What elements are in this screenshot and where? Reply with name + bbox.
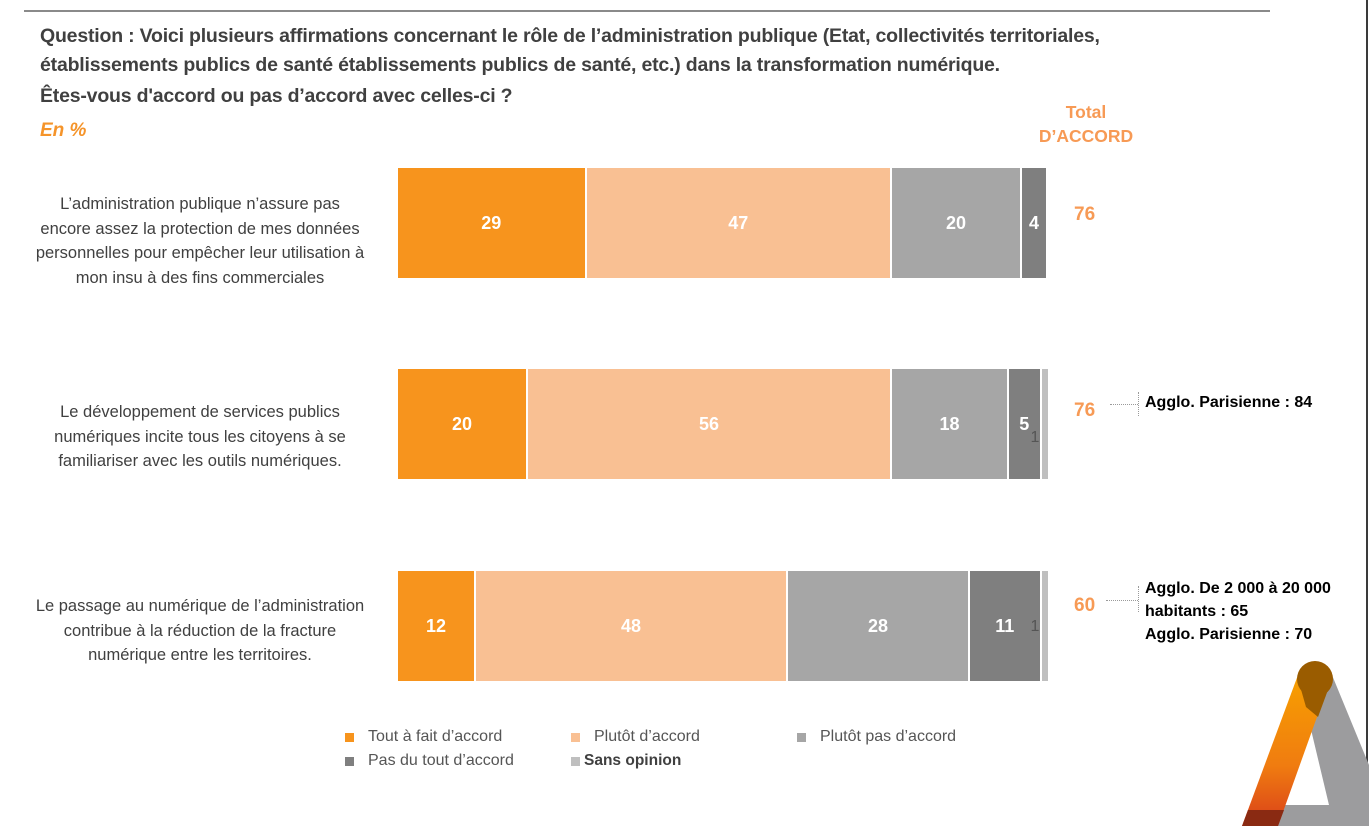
- total-header: Total D’ACCORD: [1030, 100, 1142, 148]
- logo-base-overlap: [1242, 810, 1284, 826]
- seg-pas-du-tout: 4: [1022, 168, 1048, 278]
- note-row-2: Agglo. Parisienne : 84: [1145, 391, 1312, 414]
- legend-item-sans-opinion: Sans opinion: [571, 752, 681, 770]
- note-line: habitants : 65: [1145, 603, 1249, 620]
- segment-value-label: 48: [620, 615, 642, 636]
- seg-plutot: 56: [528, 369, 892, 479]
- segment-value-label: 56: [698, 413, 720, 434]
- segment-value-label: 18: [939, 413, 960, 434]
- seg-plutot: 47: [586, 168, 892, 278]
- legend-item-plutot: Plutôt d’accord: [571, 728, 700, 746]
- logo-overlap: [1298, 679, 1332, 717]
- legend-label: Pas du tout d’accord: [368, 752, 514, 769]
- seg-plutot: 48: [476, 571, 788, 681]
- note-connector-row-2: [1110, 404, 1138, 405]
- legend-item-tout-a-fait: Tout à fait d’accord: [345, 728, 502, 746]
- question-label: Question :: [40, 25, 135, 47]
- seg-sans-opinion: [1041, 369, 1048, 479]
- total-value-row-3: 60: [1074, 595, 1096, 616]
- note-connector-row-3: [1106, 600, 1138, 601]
- row-label-line: personnelles pour empêcher leur utilisat…: [35, 244, 365, 262]
- seg-tout-a-fait: 12: [398, 571, 476, 681]
- seg-plutot-pas: 18: [892, 369, 1009, 479]
- row-label-line: encore assez la protection de mes donnée…: [40, 219, 360, 238]
- top-divider: [24, 10, 1270, 12]
- row-label-line: Le développement de services publics: [60, 403, 340, 421]
- seg-pas-du-tout: 11: [970, 571, 1042, 681]
- chart-legend: Tout à fait d’accord Plutôt d’accord Plu…: [345, 728, 1005, 778]
- row-label-3: Le passage au numérique de l’administrat…: [14, 594, 386, 668]
- segment-value-label: 47: [728, 212, 749, 233]
- legend-swatch: [345, 732, 354, 742]
- note-line: Agglo. De 2 000 à 20 000: [1145, 580, 1331, 597]
- seg-plutot-pas: 28: [788, 571, 970, 681]
- row-label-2: Le développement de services publics num…: [14, 400, 386, 474]
- row-label-1: L’administration publique n’assure pas e…: [14, 192, 386, 290]
- question-line-3: Êtes-vous d'accord ou pas d’accord avec …: [40, 85, 513, 107]
- legend-swatch: [571, 732, 580, 742]
- legend-item-pas-du-tout: Pas du tout d’accord: [345, 752, 514, 770]
- segment-value-label: 20: [451, 413, 473, 434]
- legend-label: Sans opinion: [584, 752, 682, 769]
- note-bracket-row-3: [1138, 586, 1139, 612]
- note-line: Agglo. Parisienne : 84: [1145, 394, 1313, 411]
- seg-tout-a-fait: 20: [398, 369, 528, 479]
- question-line-2: établissements publics de santé établiss…: [40, 54, 1000, 76]
- row-label-line: L’administration publique n’assure pas: [60, 195, 340, 213]
- total-value-row-1: 76: [1074, 204, 1096, 225]
- legend-swatch: [797, 732, 806, 742]
- segment-value-label: 4: [1028, 212, 1039, 233]
- seg-tout-a-fait: 29: [398, 168, 587, 278]
- row-label-line: Le passage au numérique de l’administrat…: [35, 597, 365, 615]
- unit-label: En %: [40, 120, 87, 141]
- question-line-1: Question : Voici plusieurs affirmations …: [40, 22, 1260, 51]
- row-label-line: numérique entre les territoires.: [88, 646, 312, 664]
- note-line: Agglo. Parisienne : 70: [1145, 626, 1313, 643]
- row-label-line: contribue à la réduction de la fracture: [63, 621, 337, 640]
- seg-plutot-pas: 20: [892, 168, 1022, 278]
- total-header-line-1: Total: [1065, 102, 1107, 122]
- note-bracket-row-2: [1138, 392, 1139, 416]
- segment-value-label: 11: [995, 615, 1015, 636]
- legend-label: Plutôt pas d’accord: [820, 728, 957, 745]
- segment-value-label: 12: [425, 615, 447, 636]
- question-line-1-text: Voici plusieurs affirmations concernant …: [134, 25, 1100, 47]
- legend-label: Plutôt d’accord: [594, 728, 700, 745]
- logo-grey-base: [1276, 805, 1369, 826]
- segment-value-label: 20: [945, 212, 967, 233]
- segment-value-label: 29: [481, 212, 502, 233]
- logo-orange-stroke: [1242, 675, 1332, 826]
- segment-value-label: 1: [1030, 429, 1040, 446]
- legend-swatch: [345, 756, 354, 766]
- row-label-line: numériques incite tous les citoyens à se: [54, 427, 346, 446]
- seg-pas-du-tout: 5: [1009, 369, 1042, 479]
- total-value-row-2: 76: [1074, 400, 1096, 421]
- legend-label: Tout à fait d’accord: [368, 728, 503, 745]
- segment-value-label: 28: [867, 615, 889, 636]
- bar-row-2: 5 18 56 20 1: [398, 369, 1048, 479]
- bar-row-1: 4 20 47 29: [398, 168, 1048, 278]
- row-label-line: familiariser avec les outils numériques.: [58, 452, 342, 470]
- row-label-line: mon insu à des fins commerciales: [75, 268, 325, 287]
- question-text: Question : Voici plusieurs affirmations …: [40, 22, 1260, 111]
- bar-row-3: 11 28 48 12 1: [398, 571, 1048, 681]
- segment-value-label: 1: [1030, 618, 1040, 635]
- seg-sans-opinion: [1041, 571, 1048, 681]
- total-header-line-2: D’ACCORD: [1038, 126, 1134, 146]
- brand-logo-icon: [1242, 661, 1369, 826]
- note-row-3: Agglo. De 2 000 à 20 000 habitants : 65 …: [1145, 577, 1331, 646]
- right-border: [1366, 0, 1368, 826]
- segment-value-label: 5: [1019, 413, 1030, 434]
- legend-swatch: [571, 756, 580, 766]
- legend-item-plutot-pas: Plutôt pas d’accord: [797, 728, 956, 746]
